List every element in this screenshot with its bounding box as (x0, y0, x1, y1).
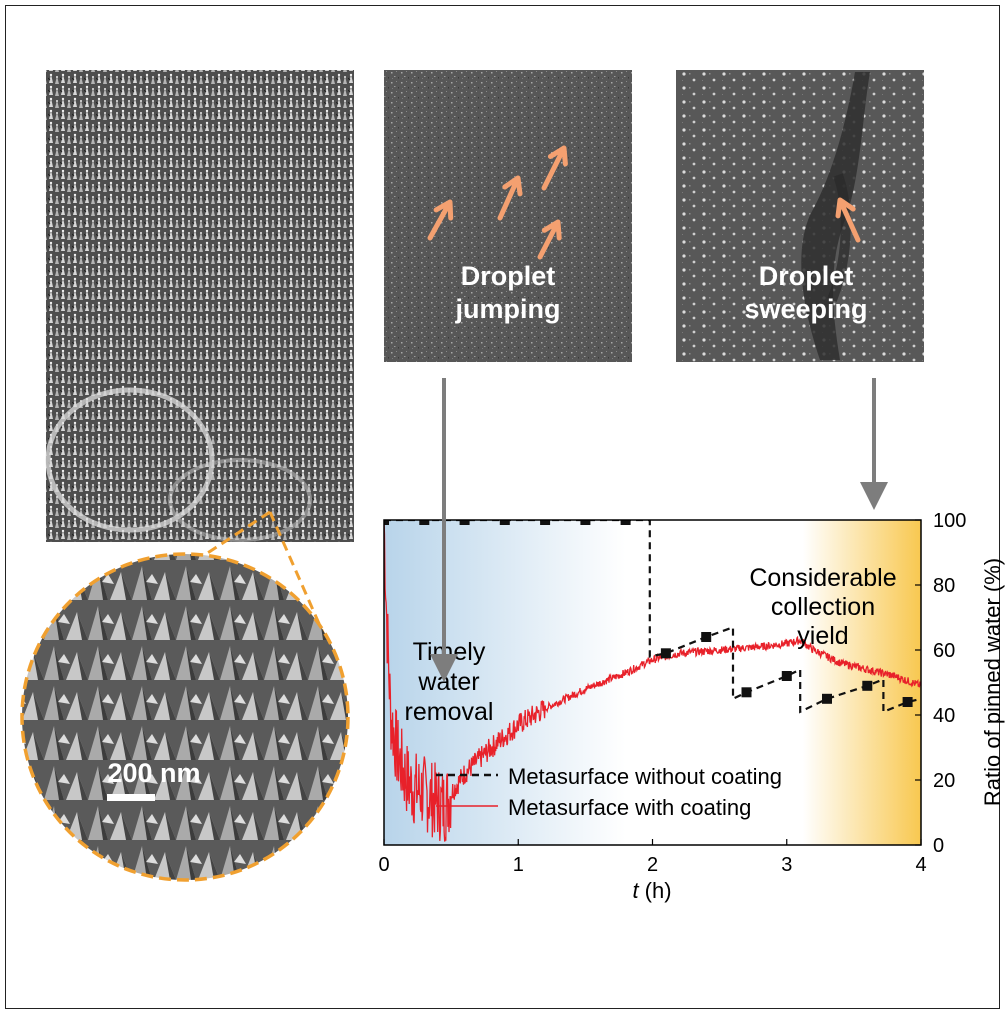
orange-arrow (541, 145, 568, 191)
series-uncoated-marker (384, 520, 389, 525)
chart-plot-area (384, 520, 921, 842)
y-tick-label: 60 (933, 640, 955, 662)
zoom-image (22, 554, 348, 880)
figure-frame (5, 5, 1000, 1009)
series-uncoated-marker (862, 680, 873, 691)
series-uncoated-marker (902, 697, 913, 707)
sem-dome-outline-2 (168, 458, 312, 542)
jumping-photo: Droplet jumping (384, 70, 632, 362)
x-tick-label: 0 (378, 854, 389, 876)
annotation-right-line1: Considerable (749, 564, 896, 592)
orange-arrow (427, 199, 454, 241)
jumping-arrows (427, 145, 568, 260)
zoom-circle-outline (20, 552, 350, 882)
jumping-photo-texture (384, 70, 632, 362)
scale-bar (107, 794, 155, 801)
y-tick-label: 40 (933, 705, 955, 727)
series-uncoated-marker (741, 687, 752, 698)
annotation-left-line2: water (417, 668, 479, 696)
series-uncoated-marker (419, 520, 430, 525)
series-uncoated-marker (660, 648, 671, 659)
sweeping-photo-texture (676, 70, 924, 362)
x-tick-label: 3 (781, 854, 792, 876)
orange-arrow (497, 175, 523, 221)
orange-arrow (835, 197, 861, 243)
series-uncoated-marker (540, 520, 551, 525)
y-axis-title: Ratio of pinned water (%) (980, 558, 1005, 806)
sweeping-photo: Droplet sweeping (676, 70, 924, 362)
y-tick-label: 0 (933, 835, 944, 857)
y-tick-label: 20 (933, 770, 955, 792)
series-uncoated-marker (822, 693, 832, 704)
annotation-right-line3: yield (797, 622, 848, 650)
series-uncoated-marker (781, 671, 792, 681)
scale-bar-label: 200 nm (107, 758, 200, 788)
chart-background (384, 520, 921, 845)
sweeping-label-line1: Droplet (759, 261, 854, 291)
series-coated-line (384, 520, 921, 842)
x-tick-label: 1 (513, 854, 524, 876)
annotation-left-line1: Timely (413, 638, 486, 666)
y-tick-label: 100 (933, 510, 966, 532)
sweeping-trail-branch (827, 173, 851, 302)
series-uncoated-marker (620, 520, 631, 525)
sem-image-texture (46, 70, 354, 542)
series-uncoated-marker (701, 632, 712, 642)
zoom-callout: 200 nm (20, 510, 350, 882)
legend-label-coated: Metasurface with coating (508, 795, 751, 820)
x-axis-title: t (h) (632, 878, 671, 903)
x-tick-label: 2 (647, 854, 658, 876)
jumping-label-line1: Droplet (461, 261, 556, 291)
chart-legend: Metasurface without coating Metasurface … (436, 764, 782, 820)
sweeping-label-line2: sweeping (744, 294, 867, 324)
orange-arrow (537, 219, 562, 260)
sem-image (45, 70, 354, 542)
series-uncoated-marker (459, 520, 470, 525)
series-uncoated-marker (580, 520, 591, 525)
sweeping-arrows (835, 197, 861, 243)
legend-label-uncoated: Metasurface without coating (508, 764, 782, 789)
annotation-left-line3: removal (405, 698, 494, 726)
y-tick-label: 80 (933, 575, 955, 597)
annotation-right-line2: collection (771, 593, 875, 621)
series-uncoated-marker (499, 520, 510, 525)
jumping-label-line2: jumping (455, 294, 561, 324)
x-tick-label: 4 (915, 854, 926, 876)
sem-dome-outline (45, 387, 215, 533)
